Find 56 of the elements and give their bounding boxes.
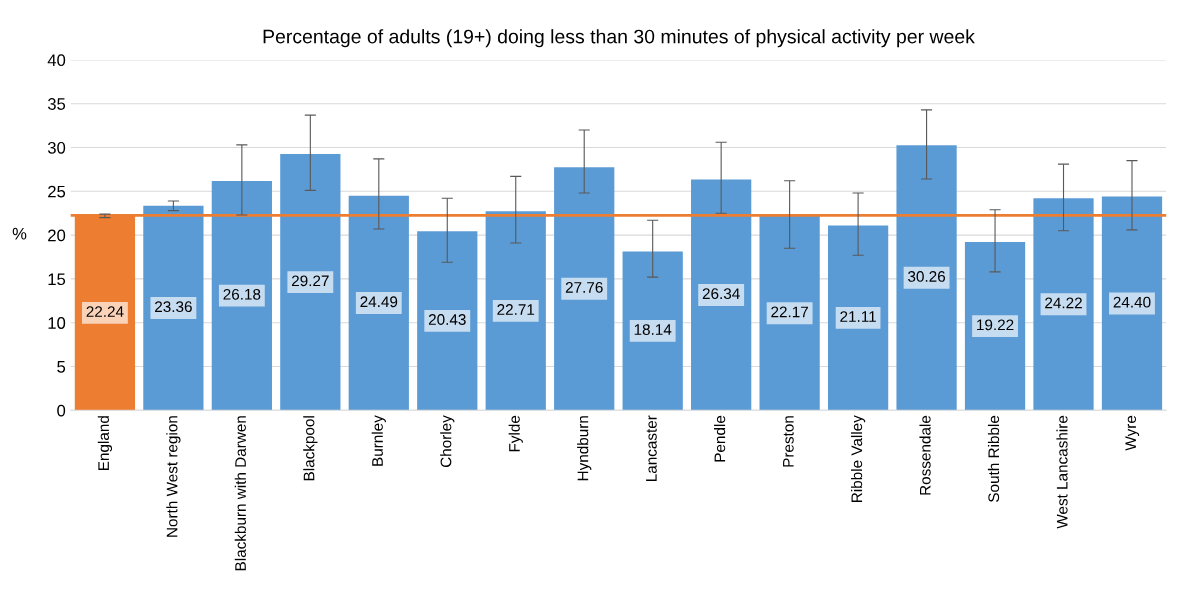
- data-label: 21.11: [840, 311, 876, 322]
- x-tick-label: Blackburn with Darwen: [234, 416, 246, 571]
- y-tick-label: 0: [57, 404, 66, 417]
- x-tick-label: Rossendale: [919, 415, 931, 495]
- data-label: 22.71: [497, 304, 535, 315]
- data-label: 27.76: [565, 282, 603, 293]
- bar: [417, 231, 478, 411]
- bar: [211, 180, 272, 411]
- data-label: 19.22: [977, 319, 1014, 331]
- y-tick-label: 15: [48, 273, 66, 286]
- y-tick-label: 20: [48, 229, 66, 242]
- x-tick-label: West Lancashire: [1056, 415, 1068, 529]
- y-tick-label: 25: [48, 185, 66, 198]
- x-tick-label: Pendle: [714, 415, 726, 462]
- bar: [827, 225, 889, 411]
- y-tick-label: 35: [47, 98, 66, 110]
- data-label: 22.24: [86, 306, 124, 317]
- x-tick-label: Fylde: [508, 415, 523, 452]
- x-tick-label: England: [97, 416, 113, 470]
- bar: [554, 167, 615, 411]
- x-tick-label: Burnley: [371, 415, 386, 466]
- bar: [348, 195, 409, 411]
- bar: [896, 145, 957, 411]
- x-tick-label: Chorley: [440, 415, 455, 468]
- data-label: 24.49: [360, 296, 398, 308]
- bar: [759, 216, 820, 411]
- data-label: 23.36: [155, 301, 192, 313]
- bar: [1101, 196, 1163, 411]
- bar: [691, 179, 752, 411]
- y-tick-label: 40: [47, 54, 66, 67]
- y-tick-label: 30: [47, 141, 66, 154]
- x-tick-label: Blackpool: [303, 416, 318, 481]
- x-tick-label: North West region: [166, 416, 181, 537]
- x-tick-label: Hyndburn: [577, 416, 592, 481]
- y-axis-title: %: [12, 227, 27, 240]
- y-tick-label: 5: [57, 361, 66, 373]
- data-label: 22.17: [771, 306, 808, 318]
- x-tick-label: Lancaster: [646, 415, 657, 482]
- x-tick-label: South Ribble: [987, 415, 1000, 502]
- y-tick-label: 10: [48, 317, 66, 329]
- chart-title: Percentage of adults (19+) doing less than 30 minutes of physical activity per week: [263, 29, 975, 48]
- data-label: 18.14: [634, 324, 672, 335]
- x-tick-label: Preston: [783, 416, 794, 467]
- data-label: 29.27: [291, 275, 329, 287]
- data-label: 24.22: [1045, 297, 1082, 309]
- data-label: 24.40: [1113, 296, 1151, 308]
- data-label: 26.18: [223, 288, 261, 300]
- data-label: 30.26: [908, 271, 946, 282]
- data-label: 20.43: [428, 314, 466, 325]
- x-tick-label: Ribble Valley: [850, 415, 866, 502]
- bar: [143, 205, 204, 411]
- bar: [1033, 198, 1094, 411]
- bar: [485, 211, 546, 411]
- x-tick-label: Wyre: [1125, 415, 1140, 451]
- data-label: 26.34: [702, 288, 740, 300]
- bar: [280, 153, 341, 411]
